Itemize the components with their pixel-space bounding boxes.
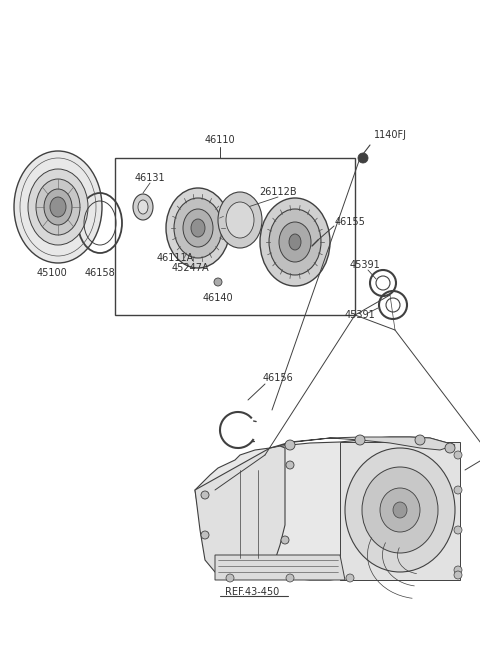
Ellipse shape <box>226 574 234 582</box>
Ellipse shape <box>214 278 222 286</box>
Ellipse shape <box>345 448 455 572</box>
Ellipse shape <box>281 536 289 544</box>
Ellipse shape <box>133 194 153 220</box>
Ellipse shape <box>285 440 295 450</box>
Ellipse shape <box>218 192 262 248</box>
Text: 1140FJ: 1140FJ <box>373 130 407 140</box>
Ellipse shape <box>454 571 462 579</box>
Ellipse shape <box>201 531 209 539</box>
Text: 46140: 46140 <box>203 293 233 303</box>
Ellipse shape <box>201 491 209 499</box>
Ellipse shape <box>445 443 455 453</box>
Polygon shape <box>340 442 460 580</box>
Ellipse shape <box>289 234 301 250</box>
Ellipse shape <box>269 209 321 275</box>
Text: 46155: 46155 <box>335 217 366 227</box>
Polygon shape <box>270 437 455 450</box>
Ellipse shape <box>138 200 148 214</box>
Polygon shape <box>195 437 460 580</box>
Ellipse shape <box>393 502 407 518</box>
Ellipse shape <box>174 198 222 258</box>
Ellipse shape <box>226 202 254 238</box>
Ellipse shape <box>454 566 462 574</box>
Ellipse shape <box>14 151 102 263</box>
Ellipse shape <box>44 189 72 225</box>
Ellipse shape <box>346 574 354 582</box>
Text: 45100: 45100 <box>36 268 67 278</box>
Ellipse shape <box>50 197 66 217</box>
Text: REF.43-450: REF.43-450 <box>225 587 279 597</box>
Ellipse shape <box>286 574 294 582</box>
Ellipse shape <box>362 467 438 553</box>
Polygon shape <box>195 446 285 578</box>
Text: 46111A: 46111A <box>156 253 193 263</box>
Text: 46110: 46110 <box>204 135 235 145</box>
Text: 46158: 46158 <box>84 268 115 278</box>
Text: 45391: 45391 <box>345 310 375 320</box>
Ellipse shape <box>454 451 462 459</box>
Ellipse shape <box>355 435 365 445</box>
Ellipse shape <box>183 209 213 247</box>
Text: 45247A: 45247A <box>171 263 209 273</box>
Ellipse shape <box>166 188 230 268</box>
Polygon shape <box>215 555 345 580</box>
Ellipse shape <box>454 486 462 494</box>
Ellipse shape <box>260 198 330 286</box>
Bar <box>115 158 355 315</box>
Ellipse shape <box>380 488 420 532</box>
Ellipse shape <box>36 179 80 235</box>
Text: 46156: 46156 <box>263 373 293 383</box>
Ellipse shape <box>191 219 205 237</box>
Ellipse shape <box>415 435 425 445</box>
Ellipse shape <box>28 169 88 245</box>
Text: 45391: 45391 <box>349 260 380 270</box>
Text: 46131: 46131 <box>135 173 165 183</box>
Ellipse shape <box>279 222 311 262</box>
Ellipse shape <box>454 526 462 534</box>
Text: 26112B: 26112B <box>259 187 297 197</box>
Ellipse shape <box>358 153 368 163</box>
Ellipse shape <box>286 461 294 469</box>
